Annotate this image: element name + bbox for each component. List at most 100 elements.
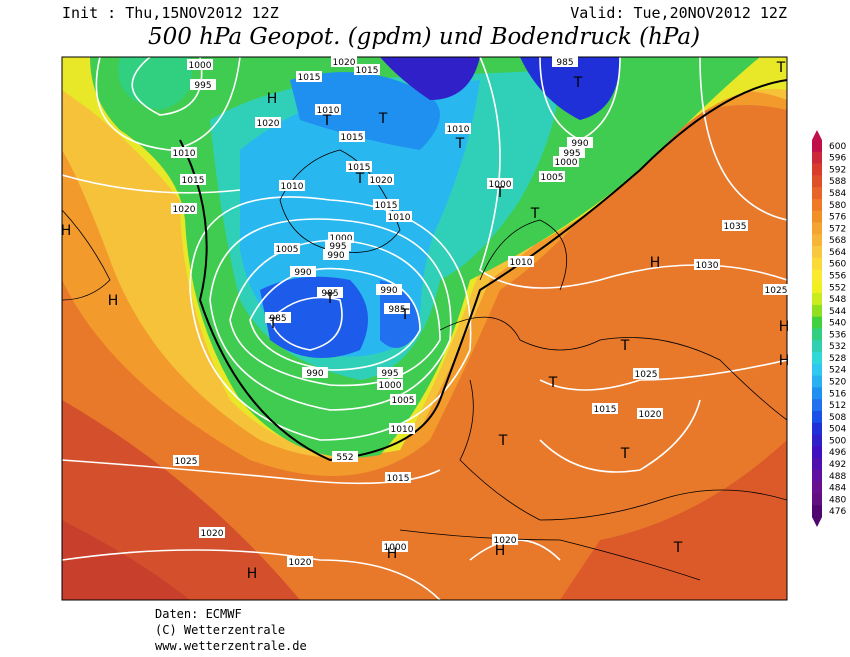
warm-area (560, 440, 787, 600)
colorbar-band (812, 340, 822, 353)
isobar-label: 995 (194, 81, 211, 91)
label-box (389, 423, 415, 434)
colorbar-band (812, 328, 822, 341)
footer-copyright: (C) Wetterzentrale (155, 623, 285, 637)
label-box (180, 174, 206, 185)
pressure-center: T (325, 291, 335, 307)
pressure-center: T (530, 206, 540, 222)
warm-area (62, 400, 300, 600)
map-labels: 1000995101510201015101010201015101010151… (61, 56, 790, 582)
low (520, 57, 620, 120)
label-box (373, 199, 399, 210)
isobar-label: 1020 (201, 529, 224, 539)
pressure-center: H (61, 223, 72, 239)
isohypse-552 (179, 79, 787, 462)
colorbar-label: 496 (829, 448, 846, 458)
colorbar-band (812, 257, 822, 271)
label-box (346, 161, 372, 172)
label-box (274, 243, 300, 254)
isobar-label: 1005 (392, 396, 415, 406)
map-frame (61, 56, 788, 601)
pressure-center: H (650, 255, 661, 271)
pressure-center: H (108, 293, 119, 309)
pressure-center: T (495, 185, 505, 201)
pressure-center: H (247, 566, 258, 582)
colorbar-label: 492 (829, 460, 846, 470)
isobar-label: 1015 (341, 133, 364, 143)
isobar-label: 1030 (696, 261, 719, 271)
colorbar-label: 544 (829, 307, 846, 317)
colorbar-band (812, 222, 822, 235)
colorbar-band (812, 175, 822, 188)
colorbar-label: 552 (829, 283, 846, 293)
colorbar-label: 512 (829, 401, 846, 411)
label-box (328, 232, 354, 243)
colorbar-label: 600 (829, 142, 846, 152)
label-box (265, 312, 291, 323)
isobar-label: 1015 (356, 66, 379, 76)
label-box (377, 379, 403, 390)
pressure-center: T (355, 171, 365, 187)
colorbar-cap (812, 130, 822, 140)
map (62, 57, 787, 600)
isobar-label: 1020 (639, 410, 662, 420)
label-box (376, 284, 402, 295)
colorbar-band (812, 363, 822, 377)
label-box (279, 180, 305, 191)
colorbar-label: 580 (829, 201, 846, 211)
pressure-center: T (322, 113, 332, 129)
isobar-label: 995 (381, 369, 398, 379)
colorbar-band (812, 151, 822, 165)
colorbar-label: 532 (829, 342, 846, 352)
colorbar-cap (812, 517, 822, 527)
isobar-label: 1000 (555, 158, 578, 168)
label-box (255, 117, 281, 128)
colorbar-band (812, 446, 822, 459)
pressure-center: H (495, 543, 506, 559)
colorbar-band (812, 410, 822, 424)
colorbar-band (812, 505, 822, 518)
colorbar-label: 564 (829, 248, 846, 258)
label-box (694, 259, 720, 270)
label-box (354, 64, 380, 75)
colorbar-band (812, 375, 822, 388)
label-box (368, 174, 394, 185)
label-box (552, 56, 578, 67)
label-box (296, 71, 322, 82)
colorbar-label: 560 (829, 260, 846, 270)
isobar-label: 1015 (594, 405, 617, 415)
isobar-label: 1020 (494, 536, 517, 546)
label-box (171, 147, 197, 158)
isobar-label: 985 (269, 314, 286, 324)
isobar-label: 1010 (317, 106, 340, 116)
colorbar-label: 536 (829, 330, 846, 340)
isobar-label: 1010 (281, 182, 304, 192)
label-box (722, 220, 748, 231)
pressure-center: H (779, 353, 790, 369)
colorbar-label: 524 (829, 366, 846, 376)
label-box (487, 178, 513, 189)
colorbar-label: 576 (829, 213, 846, 223)
isobar-label: 995 (329, 242, 346, 252)
label-box (187, 59, 213, 70)
colorbar-band (812, 293, 822, 306)
isobar-label: 1025 (635, 370, 658, 380)
colorbar-band (812, 458, 822, 471)
label-box (173, 455, 199, 466)
pressure-center: T (620, 338, 630, 354)
pressure-center: T (498, 433, 508, 449)
isobar-label: 1010 (447, 125, 470, 135)
label-box (567, 137, 593, 148)
label-box (633, 368, 659, 379)
colorbar-band (812, 269, 822, 282)
pressure-center: H (267, 91, 278, 107)
colorbar-label: 500 (829, 436, 846, 446)
isobar-label: 990 (306, 369, 323, 379)
label-box (390, 394, 416, 405)
colorbar-label: 568 (829, 236, 846, 246)
colorbar-label: 484 (829, 484, 846, 494)
pressure-center: T (673, 540, 683, 556)
label-box (315, 104, 341, 115)
label-box (377, 367, 403, 378)
